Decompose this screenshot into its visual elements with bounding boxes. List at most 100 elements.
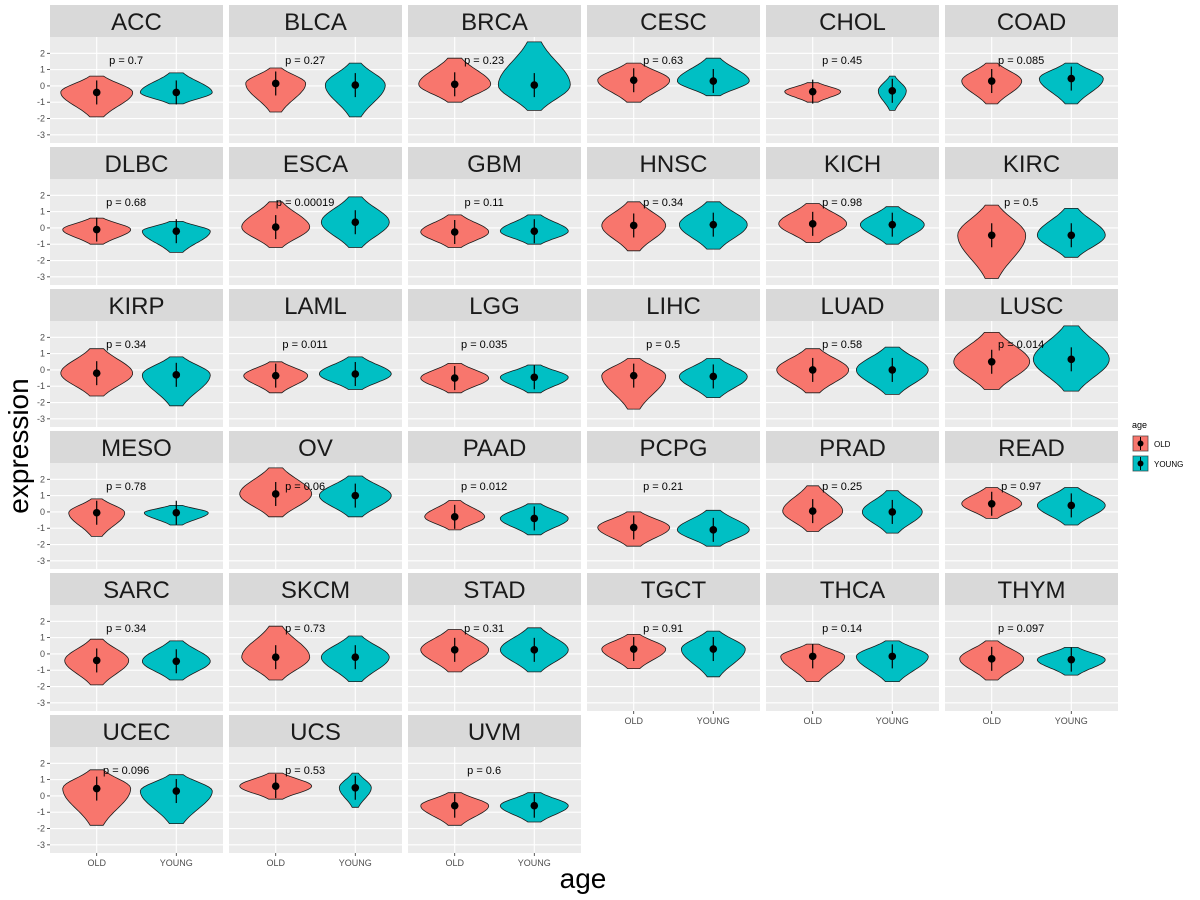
legend-entry-old: OLD [1132,435,1171,452]
median-point-old [987,655,996,663]
facet-kirc: KIRC p = 0.5 [945,147,1118,285]
facet-strip [408,573,581,605]
p-value-label: p = 0.5 [1004,197,1038,209]
facet-panels: ACC -3 -2 -1 0 1 2 p = 0.7 BLCA p = 0.27 BRCA p = 0… [37,5,1118,868]
y-tick-label: -1 [37,381,45,391]
facet-title: UCS [290,719,341,746]
p-value-label: p = 0.6 [467,765,501,777]
facet-stad: STAD p = 0.31 [408,573,581,711]
facet-title: THCA [820,577,885,604]
p-value-label: p = 0.98 [822,197,862,209]
facet-strip [587,573,760,605]
median-point-old [92,784,101,793]
y-tick-label: -3 [37,130,45,140]
facet-read: READ p = 0.97 [945,431,1118,569]
median-point-old [271,782,280,790]
y-tick-label: 0 [40,81,45,91]
median-point-young [1067,231,1076,240]
p-value-label: p = 0.78 [106,481,146,493]
legend-key-point [1137,460,1144,467]
median-point-young [530,373,539,382]
facet-strip [766,5,939,37]
x-tick-label: OLD [266,858,285,868]
y-tick-label: -1 [37,523,45,533]
median-point-old [271,79,280,88]
facet-title: BLCA [284,9,347,36]
facet-strip [945,431,1118,463]
facet-title: COAD [997,9,1066,36]
facet-strip [766,573,939,605]
facet-title: LIHC [646,293,701,320]
facet-strip [50,147,223,179]
facet-title: LUSC [999,293,1063,320]
facet-strip [766,289,939,321]
median-point-old [271,371,280,380]
x-tick-label: OLD [87,858,106,868]
median-point-old [450,374,459,382]
p-value-label: p = 0.012 [461,481,507,493]
p-value-label: p = 0.63 [643,55,683,67]
facet-strip [50,431,223,463]
y-tick-label: 2 [40,190,45,200]
facet-title: ACC [111,9,162,36]
facet-strip [229,431,402,463]
y-tick-label: -1 [37,239,45,249]
median-point-old [629,76,638,85]
x-tick-label: YOUNG [1055,716,1088,726]
y-tick-label: -1 [37,665,45,675]
facet-strip [229,715,402,747]
facet-title: PAAD [463,435,527,462]
p-value-label: p = 0.23 [464,55,504,67]
facet-title: READ [998,435,1065,462]
facet-strip [766,431,939,463]
x-tick-label: OLD [803,716,822,726]
p-value-label: p = 0.21 [643,481,683,493]
p-value-label: p = 0.00019 [276,197,334,209]
facet-title: LUAD [820,293,884,320]
facet-chol: CHOL p = 0.45 [766,5,939,143]
facet-kirp: KIRP -3 -2 -1 0 1 2 p = 0.34 [37,289,223,427]
facet-coad: COAD p = 0.085 [945,5,1118,143]
y-tick-label: 0 [40,223,45,233]
p-value-label: p = 0.45 [822,55,862,67]
p-value-label: p = 0.14 [822,623,862,635]
median-point-old [271,653,280,661]
median-point-young [530,801,539,810]
y-tick-label: -2 [37,256,45,266]
facet-lgg: LGG p = 0.035 [408,289,581,427]
median-point-young [172,787,181,795]
median-point-old [629,523,638,532]
facet-strip [408,431,581,463]
median-point-young [709,372,718,381]
p-value-label: p = 0.011 [282,339,327,351]
x-axis-title: age [560,863,607,894]
p-value-label: p = 0.73 [285,623,325,635]
y-axis-title: expression [3,378,34,513]
x-tick-label: YOUNG [339,858,372,868]
legend-entry-young: YOUNG [1132,455,1183,472]
median-point-young [172,657,181,666]
x-tick-label: OLD [982,716,1001,726]
facet-title: PRAD [819,435,886,462]
median-point-young [888,220,897,229]
median-point-old [92,656,101,665]
facet-strip [945,573,1118,605]
facet-laml: LAML p = 0.011 [229,289,402,427]
facet-lihc: LIHC p = 0.5 [587,289,760,427]
p-value-label: p = 0.91 [643,623,683,635]
median-point-young [888,366,897,374]
y-tick-label: 2 [40,332,45,342]
facet-skcm: SKCM p = 0.73 [229,573,402,711]
facet-strip [587,431,760,463]
median-point-old [92,369,101,377]
median-point-old [629,645,638,653]
facet-ov: OV p = 0.06 [229,431,402,569]
p-value-label: p = 0.7 [109,55,143,67]
y-tick-label: -2 [37,114,45,124]
facet-title: BRCA [461,9,528,36]
median-point-young [888,652,897,661]
median-point-old [629,371,638,380]
median-point-old [808,366,817,374]
facet-strip [945,147,1118,179]
facet-paad: PAAD p = 0.012 [408,431,581,569]
